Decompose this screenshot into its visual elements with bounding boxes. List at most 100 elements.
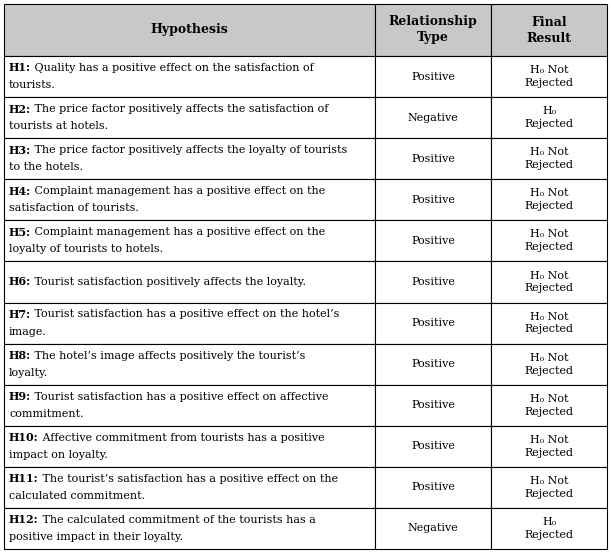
Bar (491, 467, 607, 508)
Bar (491, 426, 607, 467)
Bar (375, 179, 491, 220)
Text: Tourist satisfaction positively affects the loyalty.: Tourist satisfaction positively affects … (31, 277, 306, 287)
Text: H₀ Not
Rejected: H₀ Not Rejected (525, 65, 574, 88)
Bar (491, 508, 607, 549)
Text: H5:: H5: (9, 227, 31, 238)
Text: H₀ Not
Rejected: H₀ Not Rejected (525, 435, 574, 458)
Text: to the hotels.: to the hotels. (9, 162, 83, 173)
Text: Positive: Positive (411, 359, 455, 369)
Text: H₀ Not
Rejected: H₀ Not Rejected (525, 476, 574, 499)
Text: The hotel’s image affects positively the tourist’s: The hotel’s image affects positively the… (31, 351, 306, 361)
Text: Positive: Positive (411, 236, 455, 246)
Text: H8:: H8: (9, 350, 31, 361)
Text: Negative: Negative (408, 524, 458, 534)
Bar (375, 138, 491, 179)
Text: Positive: Positive (411, 195, 455, 205)
Text: satisfaction of tourists.: satisfaction of tourists. (9, 204, 139, 213)
Bar (375, 4, 491, 56)
Text: Final
Result: Final Result (527, 15, 572, 44)
Text: tourists.: tourists. (9, 80, 56, 90)
Text: image.: image. (9, 327, 47, 337)
Text: Tourist satisfaction has a positive effect on affective: Tourist satisfaction has a positive effe… (31, 392, 329, 401)
Text: The price factor positively affects the loyalty of tourists: The price factor positively affects the … (31, 145, 348, 155)
Text: H12:: H12: (9, 514, 38, 525)
Text: H₀ Not
Rejected: H₀ Not Rejected (525, 147, 574, 170)
Bar (375, 343, 491, 385)
Bar (375, 97, 491, 138)
Text: Complaint management has a positive effect on the: Complaint management has a positive effe… (31, 186, 326, 196)
Text: H₀ Not
Rejected: H₀ Not Rejected (525, 312, 574, 335)
Bar (4, 4, 375, 56)
Text: calculated commitment.: calculated commitment. (9, 491, 145, 501)
Text: Positive: Positive (411, 154, 455, 164)
Text: Positive: Positive (411, 277, 455, 287)
Text: The price factor positively affects the satisfaction of: The price factor positively affects the … (31, 104, 328, 114)
Text: Negative: Negative (408, 113, 458, 123)
Text: Complaint management has a positive effect on the: Complaint management has a positive effe… (31, 227, 326, 237)
Bar (4, 302, 375, 343)
Text: tourists at hotels.: tourists at hotels. (9, 121, 108, 131)
Bar (491, 179, 607, 220)
Bar (375, 220, 491, 262)
Bar (4, 262, 375, 302)
Bar (4, 343, 375, 385)
Text: H1:: H1: (9, 62, 31, 74)
Text: loyalty.: loyalty. (9, 368, 48, 378)
Text: H11:: H11: (9, 473, 38, 484)
Bar (375, 467, 491, 508)
Text: Quality has a positive effect on the satisfaction of: Quality has a positive effect on the sat… (31, 63, 314, 73)
Bar (4, 385, 375, 426)
Bar (491, 262, 607, 302)
Bar (375, 262, 491, 302)
Text: H10:: H10: (9, 432, 38, 444)
Bar (491, 302, 607, 343)
Text: H3:: H3: (9, 145, 31, 155)
Text: The tourist’s satisfaction has a positive effect on the: The tourist’s satisfaction has a positiv… (38, 474, 338, 484)
Bar (4, 56, 375, 97)
Bar (4, 467, 375, 508)
Text: H6:: H6: (9, 276, 31, 288)
Text: Positive: Positive (411, 71, 455, 81)
Text: Tourist satisfaction has a positive effect on the hotel’s: Tourist satisfaction has a positive effe… (31, 310, 340, 320)
Text: H₀ Not
Rejected: H₀ Not Rejected (525, 229, 574, 252)
Text: H₀
Rejected: H₀ Rejected (525, 106, 574, 129)
Text: H4:: H4: (9, 186, 31, 197)
Bar (4, 138, 375, 179)
Text: H₀ Not
Rejected: H₀ Not Rejected (525, 270, 574, 293)
Text: commitment.: commitment. (9, 409, 84, 419)
Text: Positive: Positive (411, 318, 455, 328)
Bar (491, 385, 607, 426)
Bar (375, 385, 491, 426)
Text: loyalty of tourists to hotels.: loyalty of tourists to hotels. (9, 244, 163, 254)
Bar (375, 56, 491, 97)
Text: Relationship
Type: Relationship Type (389, 15, 477, 44)
Bar (4, 220, 375, 262)
Text: The calculated commitment of the tourists has a: The calculated commitment of the tourist… (38, 515, 315, 525)
Text: impact on loyalty.: impact on loyalty. (9, 450, 108, 460)
Text: H7:: H7: (9, 309, 31, 320)
Bar (491, 343, 607, 385)
Bar (491, 97, 607, 138)
Text: positive impact in their loyalty.: positive impact in their loyalty. (9, 532, 183, 542)
Bar (491, 138, 607, 179)
Text: H₀ Not
Rejected: H₀ Not Rejected (525, 394, 574, 416)
Bar (4, 179, 375, 220)
Bar (4, 508, 375, 549)
Bar (375, 508, 491, 549)
Text: Positive: Positive (411, 441, 455, 451)
Text: Affective commitment from tourists has a positive: Affective commitment from tourists has a… (38, 433, 324, 443)
Text: Positive: Positive (411, 400, 455, 410)
Bar (491, 220, 607, 262)
Text: H2:: H2: (9, 103, 31, 114)
Bar (4, 426, 375, 467)
Text: H9:: H9: (9, 391, 31, 402)
Bar (491, 56, 607, 97)
Bar (491, 4, 607, 56)
Bar (375, 302, 491, 343)
Text: Hypothesis: Hypothesis (150, 23, 229, 36)
Text: H₀
Rejected: H₀ Rejected (525, 517, 574, 540)
Text: H₀ Not
Rejected: H₀ Not Rejected (525, 353, 574, 375)
Text: H₀ Not
Rejected: H₀ Not Rejected (525, 189, 574, 211)
Text: Positive: Positive (411, 482, 455, 492)
Bar (4, 97, 375, 138)
